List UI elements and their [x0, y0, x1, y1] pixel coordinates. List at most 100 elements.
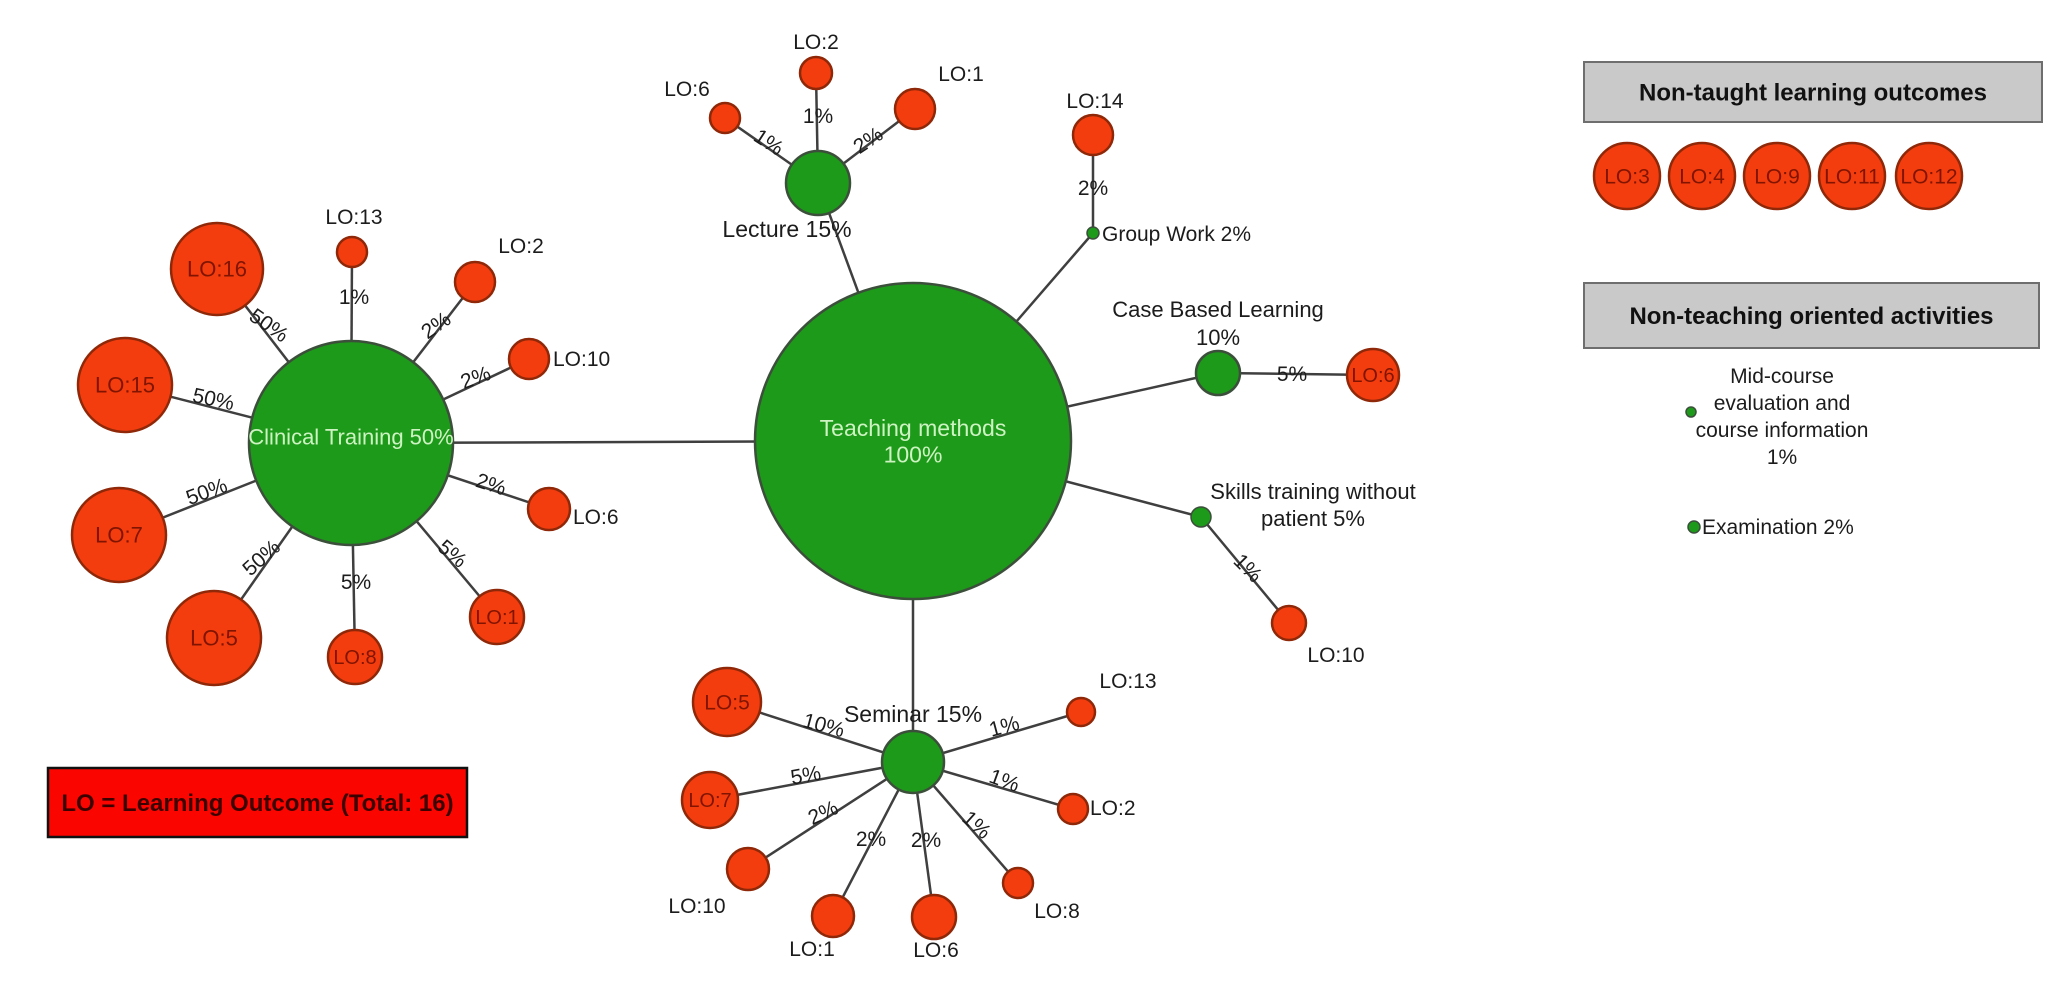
node-lo5-clinical [165, 589, 263, 687]
node-teaching-methods [753, 281, 1073, 601]
node-lo3-legend-label: LO:3 [1604, 165, 1650, 188]
lo10-clinical-label: LO:10 [553, 348, 610, 371]
node-lo8-clinical [326, 628, 384, 686]
lo10-seminar-label: LO:10 [668, 895, 725, 918]
case-label-line1: Case Based Learning [1112, 297, 1324, 322]
node-lo7-clinical-label: LO:7 [95, 523, 143, 548]
node-lo6-case [1345, 347, 1401, 403]
pct-clinical-lo7: 50% [183, 474, 230, 510]
midcourse-label-line4: 1% [1767, 446, 1797, 469]
pct-clinical-lo16: 50% [245, 304, 293, 347]
node-lo9-legend-label: LO:9 [1754, 165, 1800, 188]
pct-clinical-lo1: 5% [433, 535, 471, 572]
node-group-work-dot [1086, 226, 1100, 240]
pct-seminar-lo8: 1% [957, 806, 995, 843]
non-taught-header [1583, 61, 2043, 123]
node-skills-training-dot [1190, 506, 1212, 528]
lo-note-box-text: LO = Learning Outcome (Total: 16) [61, 790, 453, 817]
edge-seminar-lo7 [709, 760, 914, 802]
node-lo6-seminar [910, 893, 958, 941]
pct-seminar-lo7: 5% [789, 762, 823, 790]
midcourse-label-line2: evaluation and [1714, 392, 1851, 415]
node-lo2-lecture [798, 55, 834, 91]
edge-seminar-lo10 [747, 760, 914, 871]
lo2-clinical-label: LO:2 [498, 235, 544, 258]
examination-label: Examination 2% [1702, 516, 1854, 539]
pct-clinical-lo8: 5% [341, 571, 371, 594]
non-teaching-header [1583, 282, 2040, 349]
lo6-seminar-label: LO:6 [913, 939, 959, 962]
node-clinical-training-label: Clinical Training 50% [248, 425, 453, 450]
node-lo15-clinical-label: LO:15 [95, 373, 155, 398]
node-lo2-clinical [453, 260, 497, 304]
node-lo4-legend [1667, 141, 1737, 211]
lo13-seminar-label: LO:13 [1099, 670, 1156, 693]
node-examination-dot [1687, 520, 1701, 534]
pct-seminar-lo1: 2% [856, 828, 886, 851]
node-lo6-clinical [526, 486, 572, 532]
pct-clinical-lo15: 50% [190, 384, 236, 415]
node-lecture [784, 149, 852, 217]
lo13-clinical-label: LO:13 [325, 206, 382, 229]
lo10-skills-label: LO:10 [1307, 644, 1364, 667]
lo6-lecture-label: LO:6 [664, 78, 710, 101]
node-case-based-learning [1194, 349, 1242, 397]
midcourse-label-line3: course information [1696, 419, 1869, 442]
pct-seminar-lo6: 2% [911, 829, 941, 852]
node-lo1-lecture [893, 87, 937, 131]
lo1-seminar-label: LO:1 [789, 938, 835, 961]
node-lo11-legend [1817, 141, 1887, 211]
skills-label-line1: Skills training without [1210, 479, 1415, 504]
pct-seminar-lo13: 1% [987, 712, 1022, 742]
node-teaching-methods-label: 100% [884, 441, 943, 467]
lecture-label: Lecture 15% [722, 216, 851, 242]
pct-clinical-lo10: 2% [458, 362, 494, 394]
node-lo4-legend-label: LO:4 [1679, 165, 1725, 188]
lo1-lecture-label: LO:1 [938, 63, 984, 86]
node-lo7-seminar-label: LO:7 [688, 790, 731, 812]
seminar-label: Seminar 15% [844, 701, 982, 727]
lo14-label: LO:14 [1066, 90, 1124, 113]
node-lo7-clinical [70, 486, 168, 584]
node-lo10-skills [1270, 604, 1308, 642]
node-lo3-legend [1592, 141, 1662, 211]
pct-clinical-lo6: 2% [473, 469, 509, 500]
node-lo15-clinical [76, 336, 174, 434]
node-lo9-legend [1742, 141, 1812, 211]
pct-seminar-lo10: 2% [805, 796, 842, 830]
node-lo8-clinical-label: LO:8 [333, 647, 376, 669]
node-clinical-training [247, 339, 455, 547]
node-lo2-seminar [1056, 792, 1090, 826]
skills-label-line2: patient 5% [1261, 506, 1365, 531]
node-lo1-seminar [810, 893, 856, 939]
node-lo5-seminar [691, 666, 763, 738]
node-lo1-clinical-label: LO:1 [475, 607, 518, 629]
pct-seminar-lo5: 10% [800, 709, 847, 742]
node-teaching-methods-label: Teaching methods [820, 415, 1007, 441]
group-work-label: Group Work 2% [1102, 223, 1251, 246]
edge-skills-lo10 [1200, 516, 1290, 624]
node-midcourse-dot [1685, 406, 1697, 418]
pct-lecture-lo2: 1% [803, 105, 833, 128]
non-taught-header-text: Non-taught learning outcomes [1639, 79, 1987, 106]
node-seminar [880, 729, 946, 795]
lo2-seminar-label: LO:2 [1090, 797, 1136, 820]
pct-skills-lo10: 1% [1229, 550, 1267, 588]
node-lo8-seminar [1001, 866, 1035, 900]
node-lo10-seminar [725, 846, 771, 892]
non-teaching-header-text: Non-teaching oriented activities [1629, 303, 1993, 330]
lo2-lecture-label: LO:2 [793, 31, 839, 54]
lo-note-box [46, 766, 469, 839]
midcourse-label-line1: Mid-course [1730, 365, 1834, 388]
pct-groupwork-lo14: 2% [1078, 177, 1108, 200]
lo6-clinical-label: LO:6 [573, 506, 619, 529]
node-lo10-clinical [507, 337, 551, 381]
pct-case-lo6: 5% [1277, 363, 1307, 386]
case-label-line2: 10% [1196, 325, 1240, 350]
node-lo14-groupwork [1071, 113, 1115, 157]
node-lo16-clinical [169, 221, 265, 317]
node-lo1-clinical [468, 588, 526, 646]
pct-clinical-lo5: 50% [238, 536, 285, 581]
